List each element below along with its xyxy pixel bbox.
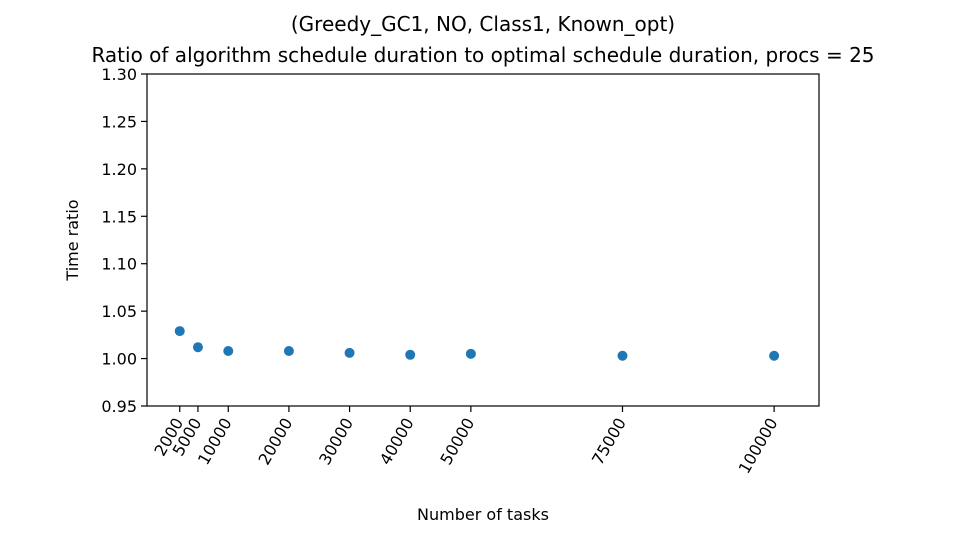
plot-area-frame — [146, 73, 820, 407]
data-point — [283, 345, 294, 356]
data-point — [192, 342, 203, 353]
x-tick-label: 100000 — [735, 415, 782, 477]
x-tick-label: 20000 — [254, 415, 296, 469]
data-point — [769, 350, 780, 361]
chart-title-line1: (Greedy_GC1, NO, Class1, Known_opt) — [291, 12, 675, 36]
y-tick-label: 1.20 — [101, 160, 137, 179]
y-tick-label: 1.25 — [101, 112, 137, 131]
y-tick-label: 1.05 — [101, 302, 137, 321]
x-axis-label: Number of tasks — [417, 505, 549, 524]
y-tick-label: 1.15 — [101, 207, 137, 226]
y-axis-label: Time ratio — [63, 199, 82, 281]
data-point — [174, 326, 185, 337]
x-tick-label: 40000 — [376, 415, 418, 469]
y-tick-label: 1.30 — [101, 65, 137, 84]
data-points — [174, 326, 780, 361]
data-point — [465, 348, 476, 359]
y-tick-label: 1.10 — [101, 255, 137, 274]
x-tick-label: 30000 — [315, 415, 357, 469]
x-tick-label: 75000 — [588, 415, 630, 469]
y-axis-ticks: 0.95 1.00 1.05 1.10 1.15 1.20 1.25 1.30 — [101, 65, 147, 416]
data-point — [344, 347, 355, 358]
data-point — [223, 345, 234, 356]
x-tick-label: 50000 — [436, 414, 478, 468]
y-tick-label: 1.00 — [101, 350, 137, 369]
y-tick-label: 0.95 — [101, 397, 137, 416]
data-point — [405, 349, 416, 360]
chart-title-line2: Ratio of algorithm schedule duration to … — [91, 43, 874, 67]
data-point — [617, 350, 628, 361]
